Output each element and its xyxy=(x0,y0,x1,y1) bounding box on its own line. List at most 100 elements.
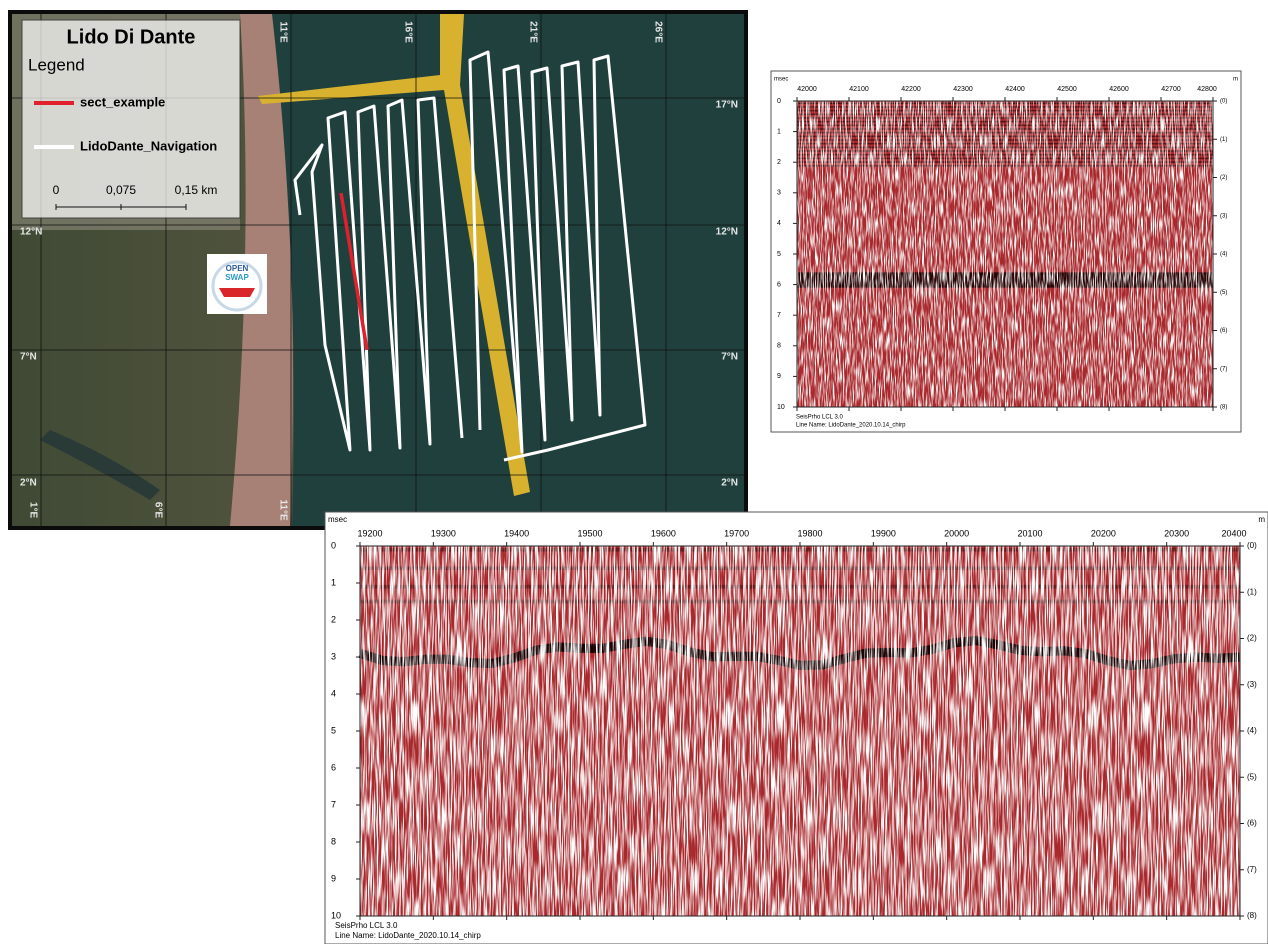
scale-label: 0 xyxy=(53,183,60,197)
y-tick-label: 6 xyxy=(331,762,336,772)
x-tick-label: 42400 xyxy=(1005,86,1025,93)
grid-label: 7°N xyxy=(20,352,37,363)
footer: Line Name: LidoDante_2020.10.14_chirp xyxy=(335,931,481,940)
grid-label: 26°E xyxy=(652,21,663,43)
y-tick-label: 0 xyxy=(331,540,336,550)
seismic-noise xyxy=(360,546,1240,916)
seismic-section: msec m 19200 19300 19400 19500 19600 19700 19800… xyxy=(325,512,1268,944)
right-tick-label: (8) xyxy=(1220,405,1227,411)
y-tick-label: 2 xyxy=(331,614,336,624)
axis-unit: m xyxy=(1233,77,1238,83)
x-tick-label: 20400 xyxy=(1221,528,1246,538)
x-tick-label: 19600 xyxy=(651,528,676,538)
grid-label: 11°E xyxy=(277,21,288,43)
legend-title: Legend xyxy=(28,55,85,74)
y-tick-label: 5 xyxy=(331,725,336,735)
grid-label: 12°N xyxy=(716,227,738,238)
x-tick-label: 42100 xyxy=(849,86,869,93)
y-tick-label: 6 xyxy=(777,281,781,288)
x-tick-label: 19800 xyxy=(797,528,822,538)
y-tick-label: 7 xyxy=(777,312,781,319)
y-tick-label: 7 xyxy=(331,799,336,809)
right-tick-label: (4) xyxy=(1247,726,1257,735)
seismic-noise xyxy=(797,101,1213,407)
right-tick-label: (0) xyxy=(1247,541,1257,550)
right-tick-label: (2) xyxy=(1247,634,1257,643)
x-tick-label: 42200 xyxy=(901,86,921,93)
x-tick-label: 20000 xyxy=(944,528,969,538)
y-tick-label: 5 xyxy=(777,251,781,258)
right-tick-label: (7) xyxy=(1247,865,1257,874)
right-tick-label: (6) xyxy=(1220,328,1227,334)
y-tick-label: 10 xyxy=(777,404,785,411)
y-tick-label: 8 xyxy=(331,836,336,846)
grid-label: 7°N xyxy=(721,352,738,363)
x-tick-label: 19700 xyxy=(724,528,749,538)
y-tick-label: 9 xyxy=(777,373,781,380)
y-tick-label: 8 xyxy=(777,343,781,350)
grid-label: 12°N xyxy=(20,227,42,238)
x-tick-label: 20100 xyxy=(1017,528,1042,538)
right-tick-label: (3) xyxy=(1220,213,1227,219)
axis-unit: m xyxy=(1258,515,1265,524)
right-tick-label: (0) xyxy=(1220,99,1227,105)
y-tick-label: 3 xyxy=(777,190,781,197)
right-tick-label: (4) xyxy=(1220,252,1227,258)
grid-label: 6°E xyxy=(152,502,163,519)
x-tick-label: 20200 xyxy=(1091,528,1116,538)
y-tick-label: 2 xyxy=(777,159,781,166)
grid-label: 11°E xyxy=(277,499,288,521)
x-tick-label: 19900 xyxy=(871,528,896,538)
logo-text: SWAP xyxy=(225,273,249,282)
right-tick-label: (7) xyxy=(1220,366,1227,372)
right-tick-label: (2) xyxy=(1220,175,1227,181)
y-tick-label: 1 xyxy=(331,577,336,587)
y-tick-label: 9 xyxy=(331,873,336,883)
scale-label: 0,15 km xyxy=(175,183,218,197)
map: Lido Di Dante Legend sect_example LidoDa… xyxy=(8,10,748,530)
x-tick-label: 42000 xyxy=(797,86,817,93)
y-tick-label: 4 xyxy=(331,688,336,698)
grid-label: 2°N xyxy=(20,478,37,489)
y-tick-label: 1 xyxy=(777,128,781,135)
right-tick-label: (1) xyxy=(1247,587,1257,596)
logo-boat xyxy=(219,288,255,297)
logo-text: OPEN xyxy=(226,264,249,273)
grid-label: 1°E xyxy=(27,502,38,519)
axis-unit: msec xyxy=(328,515,347,524)
x-tick-label: 19200 xyxy=(357,528,382,538)
x-tick-label: 19400 xyxy=(504,528,529,538)
x-tick-label: 19500 xyxy=(577,528,602,538)
x-tick-label: 20300 xyxy=(1164,528,1189,538)
footer: SeisPrho LCL 3.0 xyxy=(796,415,843,421)
right-tick-label: (8) xyxy=(1247,911,1257,920)
scale-label: 0,075 xyxy=(106,183,136,197)
footer: Line Name: LidoDante_2020.10.14_chirp xyxy=(796,423,906,429)
legend-label: sect_example xyxy=(80,94,165,109)
figure: Lido Di Dante Legend sect_example LidoDa… xyxy=(0,0,1268,944)
y-tick-label: 3 xyxy=(331,651,336,661)
legend-label: LidoDante_Navigation xyxy=(80,138,217,153)
footer: SeisPrho LCL 3.0 xyxy=(335,921,398,930)
x-tick-label: 42300 xyxy=(953,86,973,93)
y-tick-label: 10 xyxy=(331,910,341,920)
x-tick-label: 42800 xyxy=(1197,86,1217,93)
x-tick-label: 42700 xyxy=(1161,86,1181,93)
grid-label: 16°E xyxy=(402,21,413,43)
x-tick-label: 42500 xyxy=(1057,86,1077,93)
right-tick-label: (5) xyxy=(1247,772,1257,781)
right-tick-label: (1) xyxy=(1220,137,1227,143)
x-tick-label: 42600 xyxy=(1109,86,1129,93)
grid-label: 21°E xyxy=(527,21,538,43)
map-title: Lido Di Dante xyxy=(67,26,196,48)
x-tick-label: 19300 xyxy=(431,528,456,538)
grid-label: 2°N xyxy=(721,478,738,489)
y-tick-label: 4 xyxy=(777,220,781,227)
grid-label: 17°N xyxy=(716,100,738,111)
right-tick-label: (3) xyxy=(1247,680,1257,689)
right-tick-label: (5) xyxy=(1220,290,1227,296)
right-tick-label: (6) xyxy=(1247,819,1257,828)
axis-unit: msec xyxy=(774,77,788,83)
y-tick-label: 0 xyxy=(777,98,781,105)
